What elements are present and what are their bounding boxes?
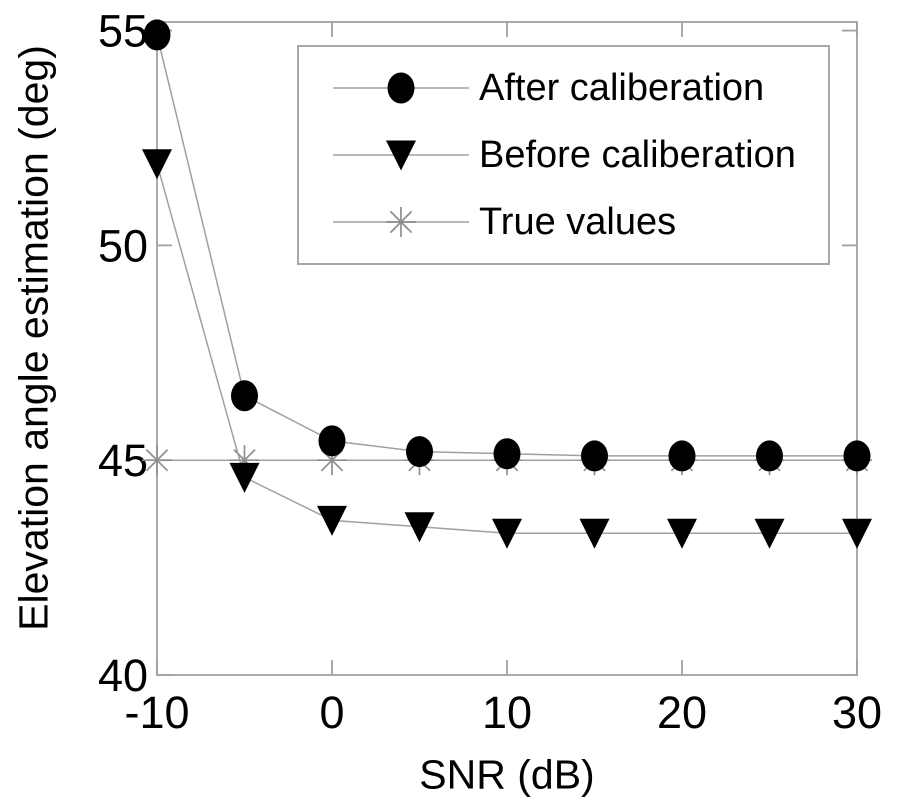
before-caliberation-marker <box>404 512 435 543</box>
y-tick-label: 50 <box>98 220 148 271</box>
before-caliberation-marker <box>842 518 872 549</box>
after-caliberation-marker <box>493 438 521 470</box>
legend: After caliberation Before caliberation T… <box>297 45 830 265</box>
legend-item-before-caliberation: Before caliberation <box>299 129 828 181</box>
legend-item-label: Before caliberation <box>479 134 796 176</box>
x-axis-label: SNR (dB) <box>419 751 595 798</box>
legend-item-label: True values <box>479 201 677 243</box>
before-caliberation-marker <box>229 462 260 493</box>
x-tick-label: 20 <box>657 687 707 738</box>
after-caliberation-marker <box>756 440 783 472</box>
after-caliberation-marker <box>318 425 346 457</box>
before-caliberation-marker <box>492 518 522 549</box>
legend-item-after-caliberation: After caliberation <box>299 62 828 114</box>
x-tick-label: 30 <box>832 687 882 738</box>
before-caliberation-marker <box>579 518 610 549</box>
y-axis-label: Elevation angle estimation (deg) <box>10 45 57 631</box>
triangle-down-marker-icon <box>333 140 469 171</box>
true-values-marker <box>145 448 169 472</box>
before-caliberation-marker <box>142 149 172 180</box>
legend-item-true-values: True values <box>299 196 828 248</box>
after-caliberation-marker <box>668 440 696 472</box>
y-tick-label: 40 <box>98 650 148 701</box>
asterisk-marker-icon <box>333 207 469 237</box>
x-tick-label: -10 <box>124 687 189 738</box>
after-caliberation-marker <box>231 380 258 412</box>
after-caliberation-marker <box>143 19 171 51</box>
legend-item-label: After caliberation <box>479 67 765 109</box>
x-tick-label: 0 <box>319 687 344 738</box>
before-caliberation-marker <box>317 505 347 536</box>
circle-marker-icon <box>333 72 469 104</box>
x-tick-label: 10 <box>482 687 532 738</box>
after-caliberation-marker <box>406 436 433 468</box>
after-caliberation-marker <box>581 440 608 472</box>
after-caliberation-marker <box>843 440 871 472</box>
y-tick-label: 45 <box>98 435 148 486</box>
before-caliberation-marker <box>754 518 785 549</box>
before-caliberation-marker <box>667 518 697 549</box>
y-tick-label: 55 <box>98 6 148 57</box>
